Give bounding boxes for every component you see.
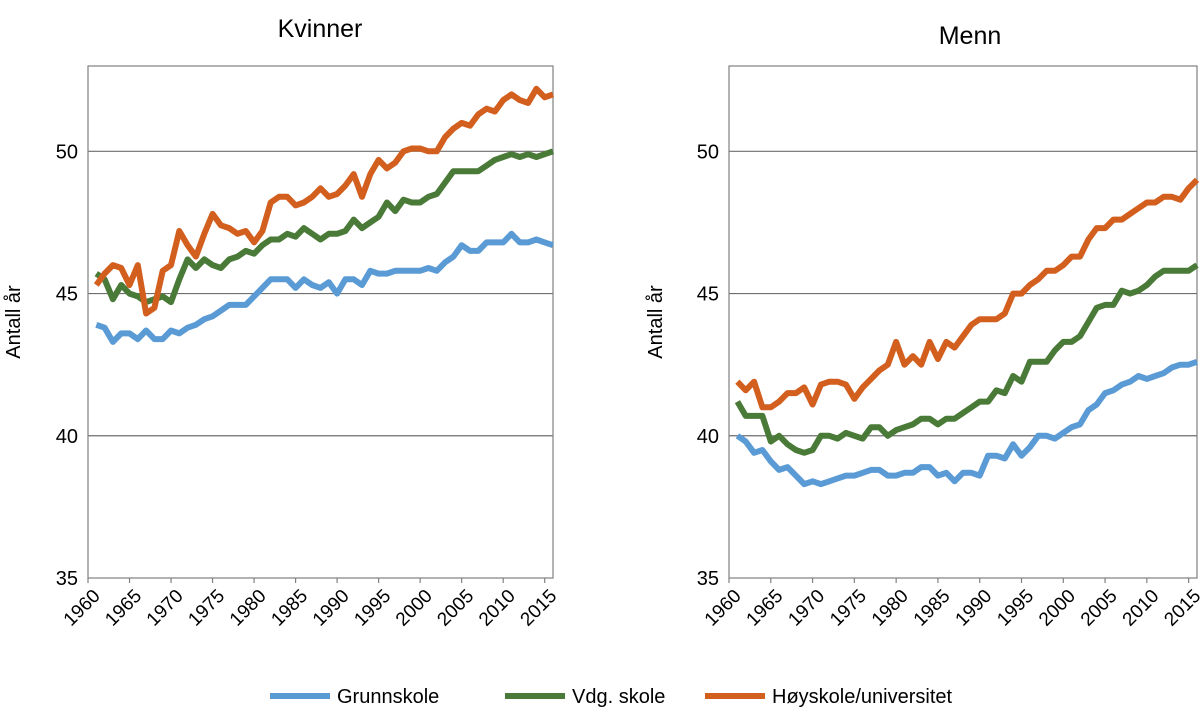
chart-title: Menn [939,22,1002,50]
x-tick-label: 1985 [267,586,312,631]
plot-area [728,65,1198,579]
x-tick-label: 1980 [868,586,913,631]
x-tick-label: 1975 [184,586,229,631]
series-line-grunnskole [95,230,554,345]
x-tick-label: 2015 [1160,586,1200,631]
series-line-hoyskole-universitet [735,177,1200,411]
y-tick-label: 35 [56,568,78,590]
y-tick-label: 50 [56,141,78,163]
x-tick-label: 1980 [226,586,271,631]
y-tick-label: 35 [697,568,719,590]
chart-title: Kvinner [278,15,363,43]
x-tick-label: 2000 [1035,586,1080,631]
y-tick-label: 45 [56,284,78,306]
x-tick-label: 1965 [101,586,146,631]
x-tick-label: 1970 [784,586,829,631]
plot-area [87,65,554,579]
x-tick-label: 2005 [1077,586,1122,631]
x-tick-label: 1965 [743,586,788,631]
legend-label-vdg-skole: Vdg. skole [572,686,665,708]
y-tick-label: 40 [697,426,719,448]
y-tick-label: 40 [56,426,78,448]
legend-label-grunnskole: Grunnskole [337,686,439,708]
series-line-hoyskole-universitet [93,85,554,317]
legend-label-hoyskole-universitet: Høyskole/universitet [772,686,953,708]
y-tick-label: 45 [697,284,719,306]
x-tick-label: 1975 [826,586,871,631]
y-tick-label: 50 [697,141,719,163]
series-line-grunnskole [735,358,1198,488]
x-tick-label: 2000 [392,586,437,631]
x-tick-label: 2005 [433,586,478,631]
x-tick-label: 1970 [143,586,188,631]
x-tick-label: 1990 [952,586,997,631]
x-tick-label: 2010 [1119,586,1164,631]
x-tick-label: 1985 [910,586,955,631]
x-tick-label: 1960 [60,586,105,631]
y-axis-label: Antall år [645,285,667,359]
x-tick-label: 1990 [309,586,354,631]
panel-menn: 35 40 45 50 19601965197019751980198519901995… [645,22,1200,630]
x-tick-label: 2010 [475,586,520,631]
series-line-vdg-skole [94,148,554,306]
x-tick-label: 1995 [350,586,395,631]
x-tick-label: 1995 [993,586,1038,631]
legend: Grunnskole Vdg. skole Høyskole/universitet [270,686,953,708]
y-axis-label: Antall år [3,285,25,359]
series-line-vdg-skole [734,262,1199,456]
panel-kvinner: 35 40 45 50 19601965197019751980198519901995… [3,15,561,630]
x-tick-label: 1960 [701,586,746,631]
x-tick-label: 2015 [517,586,562,631]
